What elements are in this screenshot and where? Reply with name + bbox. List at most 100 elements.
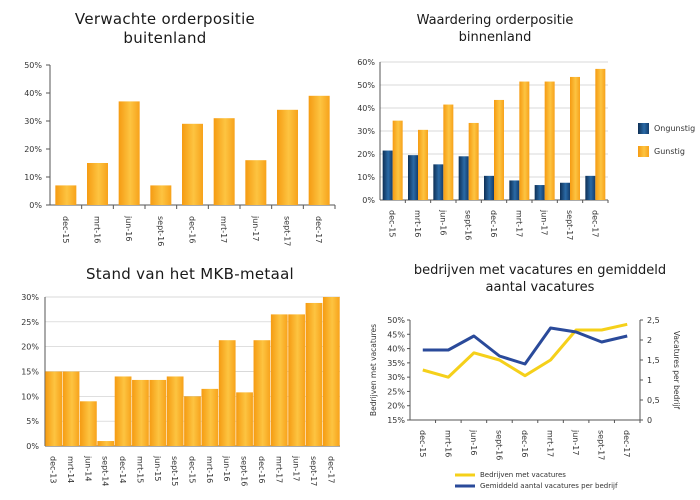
bar-gunstig <box>570 76 580 200</box>
x-tick-label: jun-15 <box>153 455 162 481</box>
bar <box>288 314 305 446</box>
legend-label: Ongunstig <box>654 124 695 133</box>
x-tick-label: mrt-17 <box>514 210 523 237</box>
bar-gunstig <box>595 68 606 201</box>
bar <box>277 109 298 205</box>
y-right-tick-label: 0 <box>647 416 652 425</box>
x-tick-label: sept-15 <box>170 456 179 486</box>
bar-ongunstig <box>382 150 393 200</box>
x-tick-label: sept-17 <box>283 216 292 246</box>
bar-ongunstig <box>484 175 494 200</box>
y-tick-label: 15% <box>21 368 39 377</box>
x-tick-label: mrt-16 <box>93 216 102 243</box>
bar <box>201 388 219 446</box>
chart1-title: Verwachte orderpositie buitenland <box>74 10 256 47</box>
y-tick-label: 0% <box>26 442 39 451</box>
y-tick-label: 50% <box>357 81 375 90</box>
y-left-axis-label: Bedrijven met vacatures <box>369 324 378 416</box>
y-right-tick-label: 2 <box>647 336 652 345</box>
bar <box>45 371 63 446</box>
y-left-tick-label: 30% <box>387 373 405 382</box>
x-tick-label: dec-17 <box>326 456 335 483</box>
chart3: 0% 5% 10% 15% 20% 25% 30% dec-13 mrt-14 jun-14 sep… <box>21 293 340 486</box>
y-tick-label: 10% <box>24 173 42 182</box>
x-tick-label: sept-16 <box>156 216 165 246</box>
bar <box>87 163 108 205</box>
bar <box>308 95 330 205</box>
x-tick-label: mrt-16 <box>413 210 422 237</box>
bar <box>114 376 132 446</box>
bar-gunstig <box>544 81 555 200</box>
x-tick-label: dec-15 <box>188 456 197 483</box>
chart1: 0% 10% 20% 30% 40% 50% dec-15 mrt-16 jun-16 sept-… <box>24 61 336 246</box>
x-tick-label: mrt-14 <box>66 456 75 483</box>
x-tick-label: jun-17 <box>292 455 301 481</box>
x-tick-label: sept-16 <box>494 430 503 460</box>
bar <box>132 379 149 446</box>
y-tick-label: 20% <box>357 150 375 159</box>
y-left-tick-label: 20% <box>387 402 405 411</box>
bar-ongunstig <box>458 156 469 200</box>
x-tick-label: jun-14 <box>83 455 92 481</box>
x-tick-label: dec-15 <box>61 216 70 243</box>
bar <box>270 314 288 446</box>
x-tick-label: mrt-17 <box>219 216 228 243</box>
bar <box>182 123 203 205</box>
bar <box>218 340 236 446</box>
legend-label: Gunstig <box>654 147 685 156</box>
x-tick-label: dec-15 <box>388 210 397 237</box>
y-tick-label: 10% <box>21 392 39 401</box>
x-tick-label: dec-17 <box>622 430 631 457</box>
x-tick-label: mrt-16 <box>443 430 452 457</box>
bar <box>149 379 167 446</box>
bar <box>245 160 267 205</box>
bar <box>184 396 201 446</box>
x-tick-label: jun-17 <box>251 215 260 241</box>
x-tick-label: sept-14 <box>101 456 110 486</box>
y-tick-label: 0% <box>362 196 375 205</box>
bar-gunstig <box>494 99 504 200</box>
x-tick-label: jun-16 <box>222 455 231 481</box>
x-tick-label: sept-17 <box>565 210 574 240</box>
chart3-title: Stand van het MKB-metaal <box>85 265 295 283</box>
y-tick-label: 30% <box>357 127 375 136</box>
x-tick-label: dec-16 <box>188 216 197 243</box>
x-tick-label: mrt-16 <box>205 456 214 483</box>
legend-swatch-ongunstig <box>638 123 649 134</box>
y-left-tick-label: 40% <box>387 345 405 354</box>
x-tick-label: jun-16 <box>124 215 133 241</box>
y-tick-label: 25% <box>21 318 39 327</box>
bar-ongunstig <box>433 164 444 200</box>
chart2-title: Waardering orderpositie binnenland <box>416 13 574 45</box>
bar-ongunstig <box>408 155 418 200</box>
x-tick-label: sept-17 <box>597 430 606 460</box>
y-tick-label: 60% <box>357 58 375 67</box>
bar <box>253 340 271 446</box>
x-tick-label: dec-17 <box>590 210 599 237</box>
y-left-tick-label: 50% <box>387 316 405 325</box>
y-tick-label: 20% <box>24 145 42 154</box>
x-tick-label: sept-16 <box>240 456 249 486</box>
y-right-tick-label: 1,5 <box>647 356 660 365</box>
x-tick-label: jun-16 <box>438 209 447 235</box>
bar <box>62 371 80 446</box>
y-tick-label: 40% <box>24 89 42 98</box>
series-line-bedrijven <box>422 322 628 379</box>
x-tick-label: mrt-17 <box>274 456 283 483</box>
bar-ongunstig <box>585 175 596 200</box>
x-tick-label: dec-16 <box>257 456 266 483</box>
chart4: 15% 20% 25% 30% 35% 40% 45% 50% 0 0,5 1 1,5 2 2,5 Bedr… <box>369 316 681 490</box>
bar-ongunstig <box>560 182 570 200</box>
x-tick-label: dec-15 <box>418 430 427 457</box>
bar <box>118 101 140 205</box>
y-right-tick-label: 2,5 <box>647 316 660 325</box>
x-tick-label: mrt-17 <box>546 430 555 457</box>
bar <box>97 441 115 446</box>
y-tick-label: 10% <box>357 173 375 182</box>
y-tick-label: 30% <box>24 117 42 126</box>
x-tick-label: dec-17 <box>314 216 323 243</box>
bar <box>322 297 340 446</box>
bar <box>166 376 184 446</box>
x-tick-label: sept-16 <box>464 210 473 240</box>
